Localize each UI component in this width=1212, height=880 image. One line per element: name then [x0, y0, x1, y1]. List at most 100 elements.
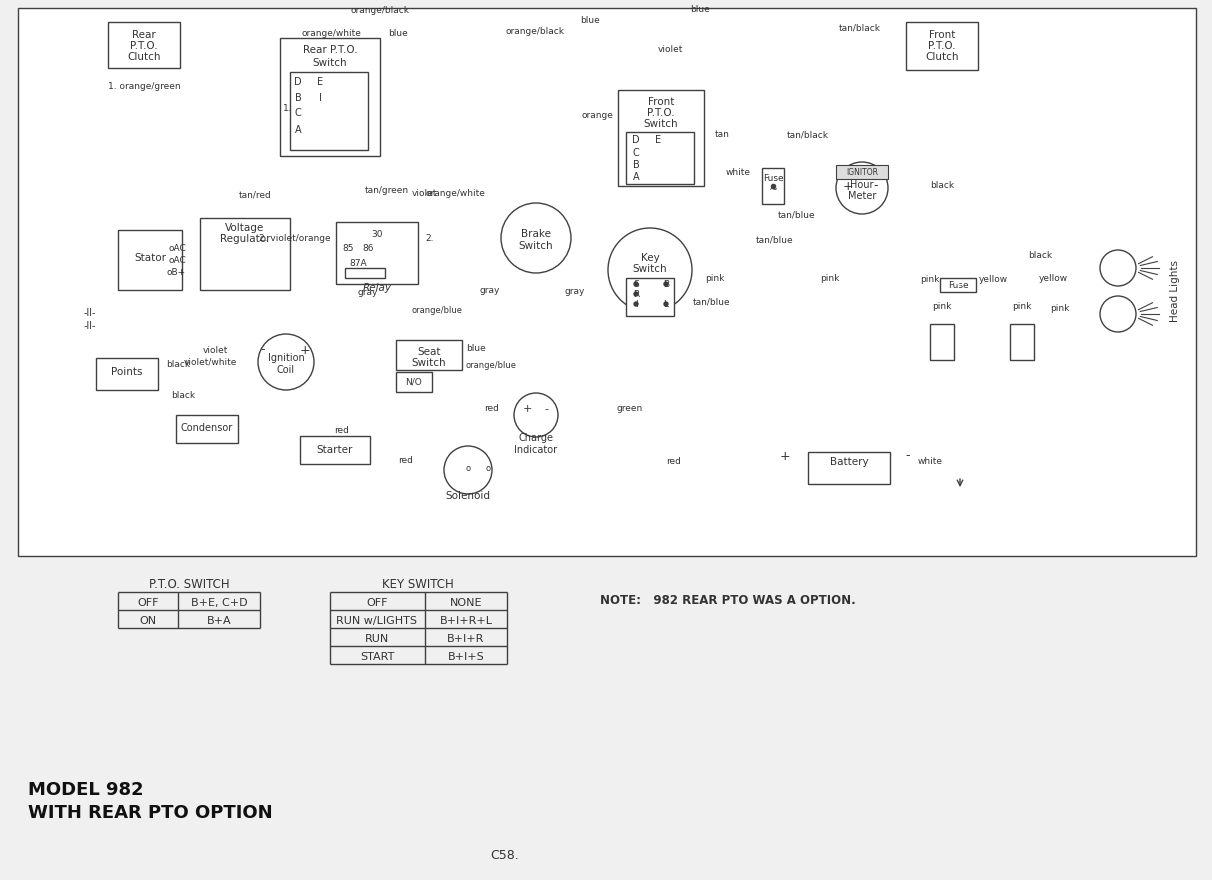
Text: gray: gray	[565, 287, 585, 296]
Text: Solenoid: Solenoid	[446, 491, 491, 501]
Text: OFF: OFF	[137, 598, 159, 608]
Text: P.T.O.: P.T.O.	[928, 41, 956, 51]
Text: I: I	[319, 93, 321, 103]
Text: oB+: oB+	[167, 268, 185, 276]
Text: pink: pink	[705, 274, 725, 282]
Text: Ignition: Ignition	[268, 353, 304, 363]
Text: Voltage: Voltage	[225, 223, 264, 233]
Text: E: E	[654, 135, 661, 145]
Bar	[618, 90, 704, 186]
Text: tan/blue: tan/blue	[778, 210, 816, 219]
Text: -ll-: -ll-	[84, 308, 96, 318]
Text: 2. violet/orange: 2. violet/orange	[259, 233, 331, 243]
Text: red: red	[485, 404, 499, 413]
Text: Battery: Battery	[830, 457, 868, 467]
Text: B: B	[633, 160, 640, 170]
Text: Fuse: Fuse	[948, 281, 968, 290]
Text: Relay: Relay	[362, 283, 391, 293]
Text: -ll-: -ll-	[84, 321, 96, 331]
Text: tan/blue: tan/blue	[693, 297, 731, 306]
Text: gray: gray	[480, 285, 501, 295]
Text: Seat: Seat	[417, 347, 441, 357]
Text: P.T.O.: P.T.O.	[130, 41, 158, 51]
Text: +: +	[299, 343, 310, 356]
Text: oAC: oAC	[168, 255, 185, 265]
Text: Coil: Coil	[276, 365, 295, 375]
Text: black: black	[171, 391, 195, 400]
Text: pink: pink	[932, 302, 951, 311]
Text: P.T.O. SWITCH: P.T.O. SWITCH	[149, 577, 229, 590]
Text: Brake: Brake	[521, 229, 551, 239]
Bar	[176, 415, 238, 443]
Text: +: +	[842, 180, 853, 193]
Bar	[762, 168, 784, 204]
Text: violet: violet	[411, 188, 436, 197]
Text: orange/black: orange/black	[505, 26, 565, 35]
Bar	[930, 324, 954, 360]
Text: orange/white: orange/white	[302, 28, 362, 38]
Text: 87A: 87A	[349, 259, 367, 268]
Text: pink: pink	[1012, 302, 1031, 311]
Text: tan/green: tan/green	[365, 186, 410, 194]
Text: 2.: 2.	[425, 233, 434, 243]
Text: Indicator: Indicator	[514, 445, 558, 455]
Text: P.T.O.: P.T.O.	[647, 108, 675, 118]
Bar	[836, 165, 888, 179]
Bar	[627, 132, 694, 184]
Text: Clutch: Clutch	[127, 52, 161, 62]
Text: yellow: yellow	[978, 275, 1007, 283]
Bar	[18, 8, 1196, 556]
Circle shape	[608, 228, 692, 312]
Text: B+I+S: B+I+S	[447, 652, 485, 662]
Text: MODEL 982: MODEL 982	[28, 781, 144, 799]
Text: L: L	[663, 299, 669, 309]
Bar	[96, 358, 158, 390]
Text: green: green	[617, 404, 644, 413]
Bar	[345, 268, 385, 278]
Text: B+E, C+D: B+E, C+D	[190, 598, 247, 608]
Text: orange/blue: orange/blue	[412, 305, 463, 314]
Bar	[108, 22, 181, 68]
Text: Stator: Stator	[135, 253, 166, 263]
Text: orange/black: orange/black	[350, 5, 410, 14]
Text: OFF: OFF	[366, 598, 388, 608]
Circle shape	[444, 446, 492, 494]
Text: white: white	[726, 167, 750, 177]
Circle shape	[1100, 296, 1136, 332]
Text: gray: gray	[358, 288, 378, 297]
Text: Starter: Starter	[316, 445, 353, 455]
Bar	[1010, 324, 1034, 360]
Text: B+A: B+A	[207, 616, 231, 626]
Text: Switch: Switch	[633, 264, 668, 274]
Text: red: red	[399, 456, 413, 465]
Text: RUN w/LIGHTS: RUN w/LIGHTS	[337, 616, 417, 626]
Text: Front: Front	[647, 97, 674, 107]
Text: tan/red: tan/red	[239, 190, 271, 200]
Text: Front: Front	[928, 30, 955, 40]
Text: o: o	[486, 464, 491, 473]
Text: Key: Key	[641, 253, 659, 263]
Text: -: -	[874, 180, 879, 193]
Text: violet: violet	[657, 45, 682, 54]
Text: Charge: Charge	[519, 433, 554, 443]
Text: C: C	[633, 148, 640, 158]
Text: Rear P.T.O.: Rear P.T.O.	[303, 45, 358, 55]
Text: pink: pink	[1051, 304, 1070, 312]
Circle shape	[664, 282, 668, 286]
Text: tan/black: tan/black	[839, 24, 881, 33]
Text: white: white	[917, 457, 943, 466]
Bar	[200, 218, 290, 290]
Text: -: -	[905, 450, 910, 463]
Text: -: -	[544, 404, 548, 414]
Bar	[290, 72, 368, 150]
Text: C: C	[295, 108, 302, 118]
Circle shape	[634, 292, 638, 296]
Text: -: -	[261, 343, 265, 356]
Text: R: R	[939, 338, 945, 347]
Text: black: black	[166, 360, 190, 369]
Text: KEY SWITCH: KEY SWITCH	[382, 577, 453, 590]
Text: IGNITOR: IGNITOR	[846, 167, 877, 177]
Text: 1. orange/green: 1. orange/green	[108, 82, 181, 91]
Text: blue: blue	[467, 343, 486, 353]
Text: ~: ~	[953, 278, 964, 292]
